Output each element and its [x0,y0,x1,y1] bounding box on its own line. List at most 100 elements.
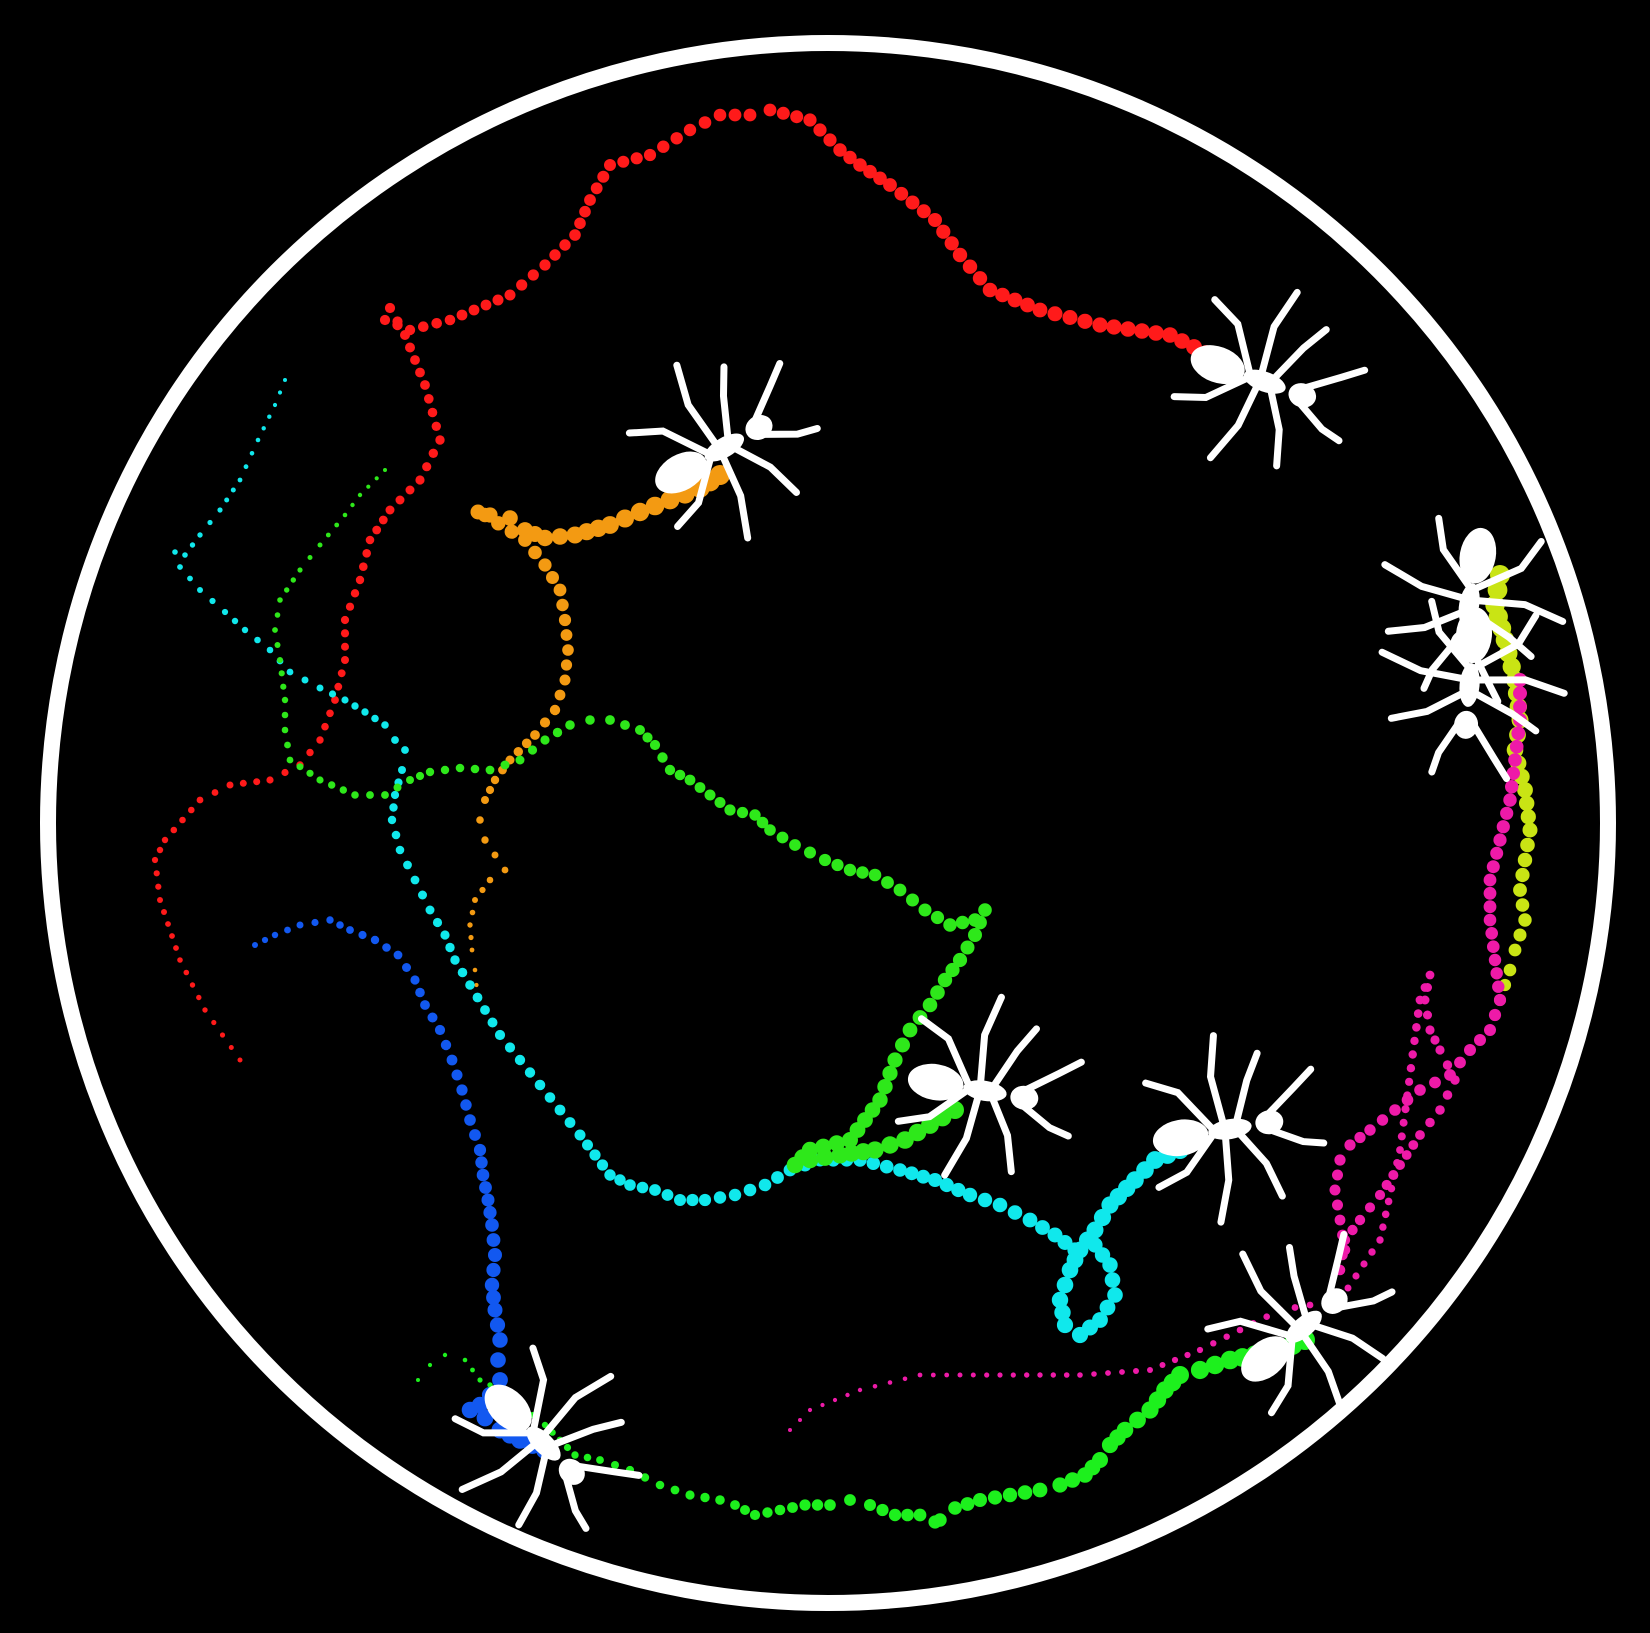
track-dot [916,204,931,219]
track-dot [539,259,551,271]
track-dot [211,1019,217,1026]
ant-leg [1296,1326,1347,1416]
track-dot [382,943,391,952]
ant-leg [562,1473,590,1532]
track-dot [604,159,616,171]
track-dot [560,629,573,641]
track-dot [372,525,382,535]
ant-leg [1378,648,1474,684]
track-dot [1396,1146,1404,1154]
track-dot [655,1480,665,1490]
track-dot [554,1104,566,1116]
track-dot [872,1384,878,1389]
track-dot [524,1067,536,1078]
track-dot [1159,1362,1166,1368]
track-dot [1513,699,1527,714]
track-dot [209,597,216,605]
track-dot [161,909,167,915]
track-dot [480,1005,490,1015]
track-dot [211,789,219,796]
track-dot [346,926,354,934]
track-dot [1332,1169,1343,1181]
track-dot [350,589,360,598]
track-dot [342,512,348,518]
track-dot [1129,1411,1146,1429]
ant-leg [1384,606,1472,635]
track-dot [410,875,420,885]
track-dot [955,915,970,930]
track-dot [366,484,371,489]
track-dot [469,909,476,916]
track-dot [440,930,450,940]
ant-leg [1381,561,1474,604]
track-dot [787,1502,798,1513]
track-dot [422,462,432,472]
track-dot [538,558,552,572]
track-dot [1474,1034,1486,1046]
track-dot [442,1352,448,1358]
ant-leg [1325,1230,1348,1299]
track-dot [970,1372,976,1378]
track-dot [161,836,169,844]
track-dot [635,725,645,735]
track-dot [316,776,324,784]
track-dot [331,696,339,704]
track-dot [539,717,551,728]
track-dot [843,863,857,877]
track-dot [1487,940,1500,953]
track-dot [724,804,736,816]
track-dot [763,103,777,117]
ant-body-segment [1285,1310,1322,1343]
track-dot [345,602,355,611]
ant-leg [1170,373,1255,402]
track-dot [559,239,571,251]
ant-body-segment [1255,1110,1284,1135]
track-dot [1062,310,1078,325]
track-dot [670,132,683,145]
track-dot [470,1367,475,1373]
track-dot [378,515,388,525]
track-dot [504,289,516,301]
track-dot [649,739,661,751]
track-dot [1518,913,1532,927]
track-dot [1393,1159,1401,1167]
track-dot [1032,302,1048,318]
track-dot [913,1508,927,1522]
track-dot [1513,928,1527,942]
track-dot [881,876,894,889]
track-dot [728,1188,742,1202]
track-red [151,103,1238,1063]
track-dot [1223,1333,1230,1340]
track-dot [1379,1223,1387,1231]
track-dot [881,1136,899,1154]
track-dot [284,926,291,934]
track-dot [1376,1236,1384,1244]
track-dot [1051,1291,1069,1309]
track-dot [334,682,343,691]
track-dot [640,1473,650,1482]
track-orange [467,465,730,1002]
track-dot [604,1169,616,1181]
track-dot [1017,1485,1033,1500]
track-dot [1334,1154,1346,1166]
track-dot [845,1392,850,1398]
track-dot [456,1084,468,1096]
track-dot [715,1495,725,1505]
track-dot [490,775,500,785]
track-dot [326,916,334,924]
track-dot [764,824,776,836]
ant-leg [1204,1317,1296,1340]
track-dot [1141,1401,1159,1419]
track-dot [316,736,324,744]
track-dot [657,140,670,153]
track-dot [685,1490,695,1500]
track-dot [1092,1312,1108,1328]
track-dot [888,1508,902,1522]
track-dot [504,524,519,539]
track-dot [362,549,372,558]
track-dot [266,776,274,784]
track-dot [311,918,319,927]
track-dot [1425,970,1435,980]
track-dot [1376,1114,1389,1126]
track-dot [385,505,395,515]
